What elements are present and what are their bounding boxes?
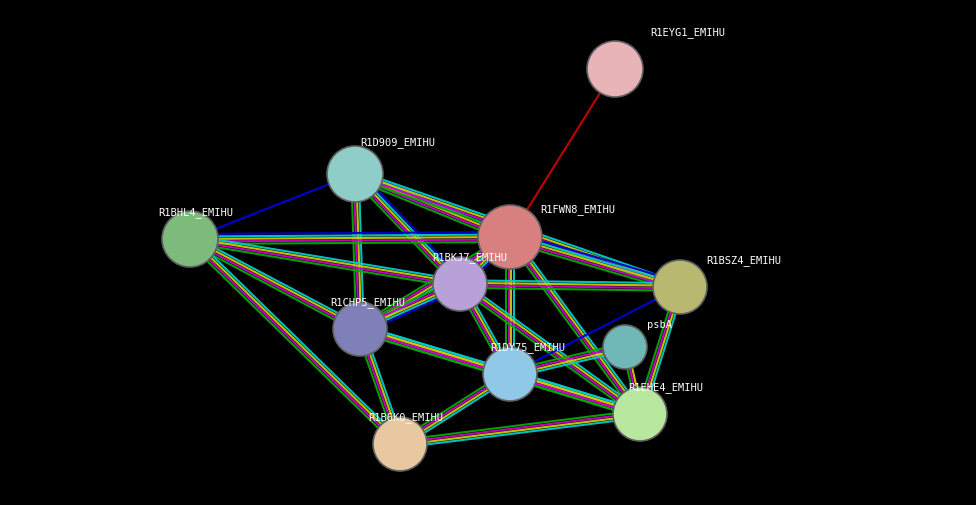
Text: R1D909_EMIHU: R1D909_EMIHU	[360, 137, 435, 147]
Text: R1FWN8_EMIHU: R1FWN8_EMIHU	[540, 204, 615, 215]
Text: R1B6K0_EMIHU: R1B6K0_EMIHU	[368, 411, 443, 422]
Circle shape	[333, 302, 387, 357]
Circle shape	[478, 206, 542, 270]
Circle shape	[327, 147, 383, 203]
Circle shape	[613, 387, 667, 441]
Circle shape	[162, 212, 218, 268]
Text: R1BKJ7_EMIHU: R1BKJ7_EMIHU	[432, 251, 507, 263]
Text: R1BHL4_EMIHU: R1BHL4_EMIHU	[158, 207, 233, 218]
Text: R1BSZ4_EMIHU: R1BSZ4_EMIHU	[706, 255, 781, 266]
Circle shape	[433, 258, 487, 312]
Text: psbA: psbA	[647, 319, 672, 329]
Text: R1DY75_EMIHU: R1DY75_EMIHU	[490, 341, 565, 352]
Circle shape	[373, 417, 427, 471]
Circle shape	[587, 42, 643, 98]
Circle shape	[603, 325, 647, 369]
Text: R1EYG1_EMIHU: R1EYG1_EMIHU	[650, 27, 725, 38]
Circle shape	[483, 347, 537, 401]
Text: R1CHP5_EMIHU: R1CHP5_EMIHU	[330, 296, 405, 308]
Circle shape	[653, 261, 707, 315]
Text: R1EHE4_EMIHU: R1EHE4_EMIHU	[628, 381, 703, 392]
